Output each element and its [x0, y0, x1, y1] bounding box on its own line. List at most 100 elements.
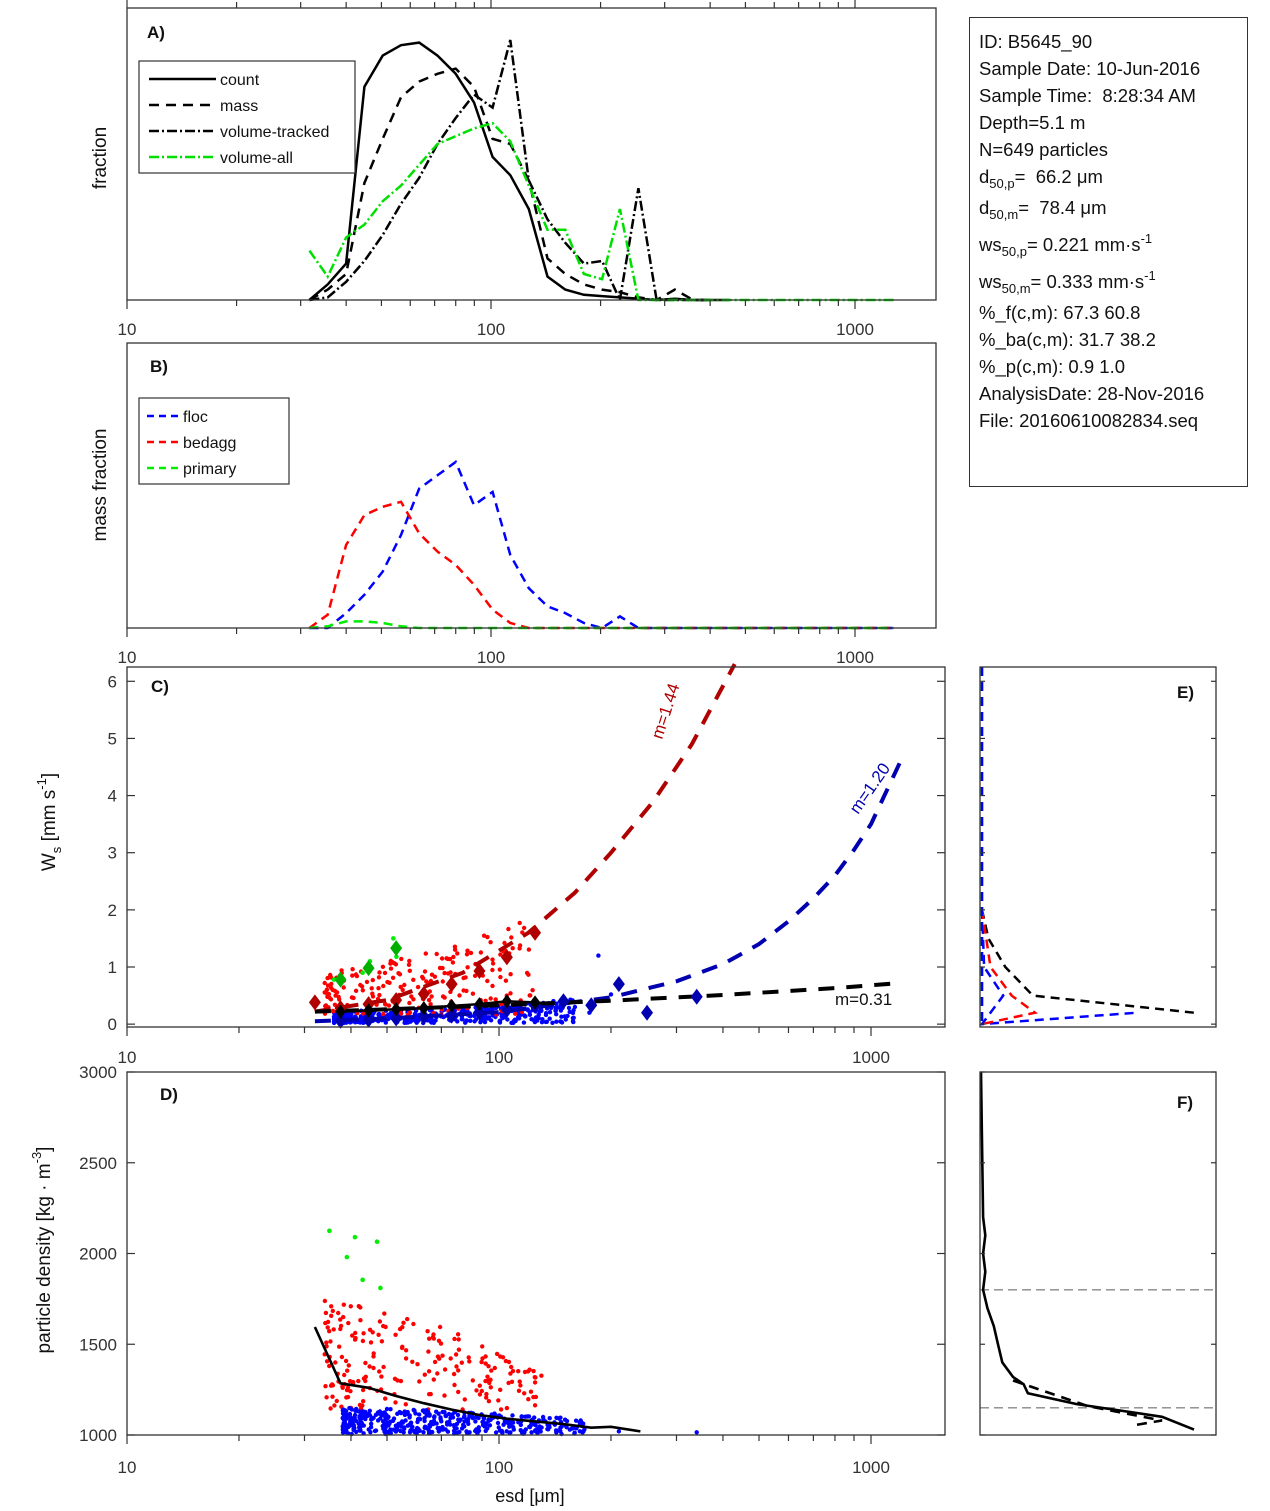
floc-point: [351, 1422, 356, 1427]
bedagg-point: [498, 1407, 504, 1412]
bedagg-point: [428, 1002, 433, 1007]
floc-point: [417, 1428, 422, 1434]
x-axis-label: esd [μm]: [495, 1486, 564, 1506]
bedagg-point: [328, 1339, 333, 1344]
floc-point: [450, 1412, 455, 1417]
floc-point: [531, 1017, 536, 1022]
bedagg-point: [423, 951, 428, 956]
bedagg-point: [377, 1369, 382, 1374]
floc-point: [566, 1005, 572, 1011]
bedagg-point: [382, 970, 388, 976]
panel-b-label: B): [150, 357, 168, 376]
x-tick-label: 1000: [852, 1048, 890, 1067]
bedagg-point: [470, 991, 476, 996]
floc-point: [421, 1430, 426, 1435]
bedagg-point: [341, 985, 346, 990]
bedagg-point: [532, 1375, 537, 1380]
bedagg-point: [383, 1396, 388, 1401]
f-series-count: [979, 1071, 1195, 1431]
bedagg-point: [346, 1320, 351, 1326]
bedagg-point: [422, 969, 428, 974]
floc-point: [547, 1416, 552, 1421]
bedagg-mean-marker: [500, 949, 513, 966]
floc-point: [473, 1419, 478, 1424]
bedagg-point: [478, 950, 484, 955]
axes-frame: [979, 666, 1217, 1028]
floc-point: [422, 1416, 427, 1421]
bedagg-point: [434, 951, 439, 957]
bedagg-point: [508, 1371, 513, 1376]
bedagg-point: [324, 991, 330, 996]
floc-point: [521, 1020, 527, 1025]
bedagg-point: [339, 1354, 345, 1360]
fit-line-0: [314, 663, 737, 1014]
bedagg-mean-marker: [417, 985, 430, 1002]
bedagg-point: [327, 1329, 332, 1334]
floc-point: [372, 1428, 378, 1434]
bedagg-point: [509, 1379, 515, 1385]
info-particle-count: N=649 particles: [979, 139, 1109, 160]
floc-point: [386, 1016, 391, 1022]
bedagg-point: [369, 986, 374, 991]
floc-point: [504, 1429, 509, 1434]
x-tick-label: 1000: [836, 648, 874, 667]
panel-e-label: E): [1177, 683, 1194, 702]
floc-point: [482, 1019, 488, 1025]
bedagg-point: [517, 946, 522, 951]
bedagg-point: [431, 1377, 436, 1382]
bedagg-point: [435, 1371, 440, 1376]
y-tick-label: 1000: [79, 1426, 117, 1445]
floc-mean-marker: [362, 1011, 375, 1028]
bedagg-point: [325, 975, 330, 981]
y-tick-label: 3000: [79, 1063, 117, 1082]
bedagg-point: [332, 1403, 337, 1408]
bedagg-point: [485, 934, 490, 940]
bedagg-point: [425, 1329, 430, 1334]
bedagg-point: [508, 972, 513, 977]
panel-d-label: D): [160, 1085, 178, 1104]
floc-point: [436, 1429, 442, 1434]
floc-point: [529, 1430, 534, 1435]
bedagg-point: [457, 993, 462, 998]
y-tick-label: 2000: [79, 1245, 117, 1264]
floc-point: [409, 1427, 414, 1433]
info-d50m: d50,m= 78.4 μm: [979, 197, 1107, 222]
bedagg-point: [358, 1318, 363, 1323]
floc-point: [439, 1419, 444, 1424]
annotation-m-144: m=1.44: [648, 681, 684, 741]
floc-point: [579, 1420, 585, 1426]
bedagg-point: [324, 1340, 329, 1345]
bedagg-point: [400, 987, 405, 993]
bedagg-point: [481, 933, 487, 938]
bedagg-point: [345, 1385, 351, 1390]
bedagg-point: [451, 954, 456, 960]
floc-point: [385, 1012, 391, 1018]
floc-point: [462, 1419, 467, 1424]
floc-point: [547, 1016, 552, 1021]
y-tick-label: 2: [108, 901, 117, 920]
floc-point: [367, 1413, 373, 1418]
bedagg-point: [407, 968, 412, 973]
density-mean-line: [313, 1326, 641, 1433]
floc-point: [405, 1423, 410, 1428]
bedagg-point: [381, 1011, 386, 1017]
bedagg-point: [380, 964, 386, 969]
floc-point: [537, 1425, 542, 1431]
bedagg-point: [502, 940, 507, 946]
bedagg-point: [524, 970, 530, 976]
bedagg-point: [452, 1382, 457, 1388]
bedagg-point: [390, 975, 396, 980]
floc-mean-marker: [500, 1001, 513, 1018]
floc-point: [480, 1419, 485, 1425]
floc-point: [451, 1423, 457, 1428]
floc-point: [405, 1409, 410, 1415]
bedagg-point: [387, 980, 392, 985]
bedagg-point: [377, 970, 382, 975]
bedagg-point: [525, 1369, 531, 1374]
info-pct-primary: %_p(c,m): 0.9 1.0: [979, 356, 1126, 377]
floc-point: [550, 1020, 555, 1025]
bedagg-point: [377, 992, 382, 998]
floc-point: [432, 1414, 437, 1419]
floc-point: [487, 1423, 493, 1428]
bedagg-point: [498, 1387, 503, 1393]
